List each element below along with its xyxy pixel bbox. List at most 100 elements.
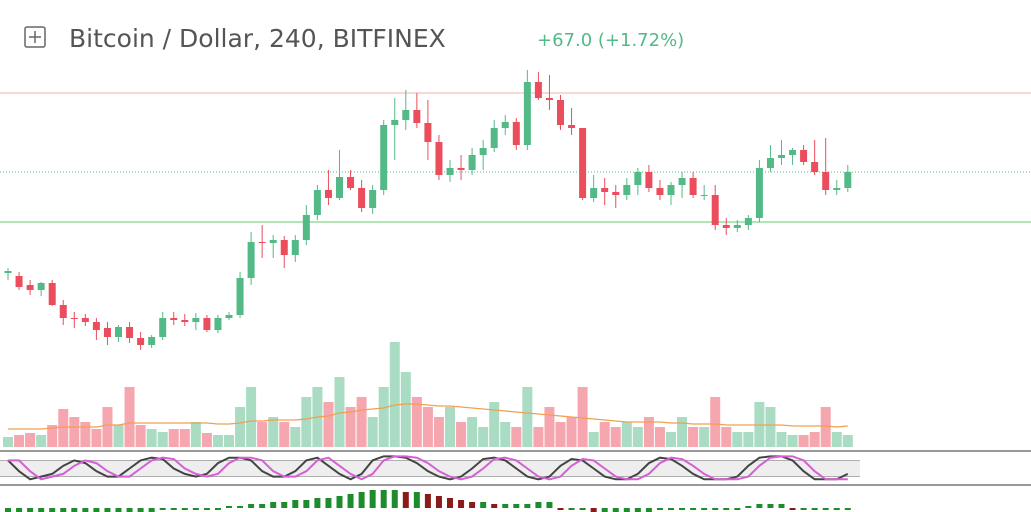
candle-body: [800, 150, 808, 162]
candle-body: [269, 240, 277, 243]
volume-bar: [588, 432, 599, 447]
candle-body: [678, 178, 686, 185]
volume-bar: [290, 427, 301, 447]
volume-bar: [47, 425, 58, 447]
volume-bar: [91, 429, 102, 447]
price-change: +67.0 (+1.72%): [537, 30, 684, 51]
expand-icon[interactable]: [24, 26, 46, 48]
histogram-bar: [93, 508, 100, 512]
histogram-bar: [833, 508, 840, 510]
volume-bar: [677, 417, 688, 447]
histogram-bar: [226, 506, 232, 508]
candle-body: [424, 123, 432, 142]
volume-bar: [688, 427, 699, 447]
volume-bar: [334, 377, 345, 447]
histogram-bar: [634, 508, 641, 512]
histogram-bar: [259, 504, 266, 508]
volume-bar: [478, 427, 489, 447]
volume-bar: [489, 402, 500, 447]
candle-body: [37, 283, 45, 290]
histogram-bar: [60, 508, 67, 512]
candle-body: [70, 318, 78, 319]
candle-body: [844, 172, 852, 188]
candle-body: [689, 178, 697, 195]
candle-body: [501, 122, 509, 128]
candle-body: [313, 190, 321, 215]
histogram-bar: [690, 508, 697, 510]
volume-bar: [533, 427, 544, 447]
volume-bar: [831, 432, 842, 447]
volume-bar: [699, 427, 710, 447]
volume-bar: [124, 387, 135, 447]
volume-bar: [201, 433, 212, 447]
histogram-bar: [656, 508, 663, 510]
histogram-bar: [314, 498, 321, 508]
histogram-bar: [82, 508, 89, 512]
candle-body: [126, 327, 134, 338]
candle-body: [645, 172, 653, 188]
volume-bar: [643, 417, 654, 447]
candle-body: [468, 155, 476, 170]
histogram-bar: [303, 500, 310, 508]
volume-bar: [179, 429, 190, 447]
histogram-bar: [27, 508, 34, 512]
histogram-bar: [822, 508, 829, 510]
volume-bar: [798, 435, 809, 447]
candle-body: [15, 276, 23, 287]
histogram-bar: [248, 504, 255, 508]
candle-body: [203, 318, 211, 330]
histogram-bar: [645, 508, 652, 512]
candle-body: [137, 338, 145, 345]
volume-bar: [566, 417, 577, 447]
histogram-bar: [237, 506, 244, 508]
oscillator-line: [8, 455, 848, 481]
histogram-bar: [734, 508, 741, 510]
volume-bar: [58, 409, 69, 447]
volume-bar: [411, 397, 422, 447]
candle-body: [667, 185, 675, 195]
candle-body: [700, 195, 708, 196]
candle-body: [236, 278, 244, 315]
volume-bar: [743, 432, 754, 447]
volume-bar: [765, 407, 776, 447]
histogram-bar: [71, 508, 78, 512]
volume-bar: [257, 422, 268, 447]
volume-bar: [224, 435, 234, 447]
volume-bar: [3, 437, 13, 447]
candle-body: [568, 125, 576, 128]
candle-body: [324, 190, 332, 198]
candle-body: [247, 242, 255, 278]
candle-body: [490, 128, 498, 148]
candle-body: [280, 240, 288, 255]
volume-bar: [69, 417, 80, 447]
histogram-bar: [524, 504, 531, 508]
histogram-bar: [767, 504, 774, 508]
volume-bar: [721, 427, 732, 447]
candle-body: [623, 185, 631, 195]
histogram-bar: [137, 508, 144, 512]
histogram-bar: [369, 490, 376, 508]
volume-bar: [246, 387, 257, 447]
volume-bar: [776, 432, 787, 447]
volume-bar: [36, 435, 47, 447]
histogram-bar: [679, 508, 686, 510]
histogram-bar: [756, 504, 763, 508]
volume-ma-line: [8, 403, 848, 430]
volume-bar: [787, 435, 798, 447]
candle-body: [789, 150, 797, 155]
candle-body: [92, 322, 100, 330]
volume-bar: [146, 429, 157, 447]
histogram-bar: [104, 508, 111, 512]
candle-body: [711, 195, 719, 225]
volume-bar: [190, 422, 201, 447]
volume-bar: [14, 435, 25, 447]
volume-bar: [632, 427, 643, 447]
histogram-bar: [170, 508, 177, 510]
candle-body: [545, 98, 553, 100]
histogram-bar: [347, 494, 354, 508]
candle-body: [380, 125, 388, 190]
candle-body: [336, 177, 343, 198]
candle-body: [413, 110, 421, 123]
histogram-bar: [712, 508, 719, 510]
